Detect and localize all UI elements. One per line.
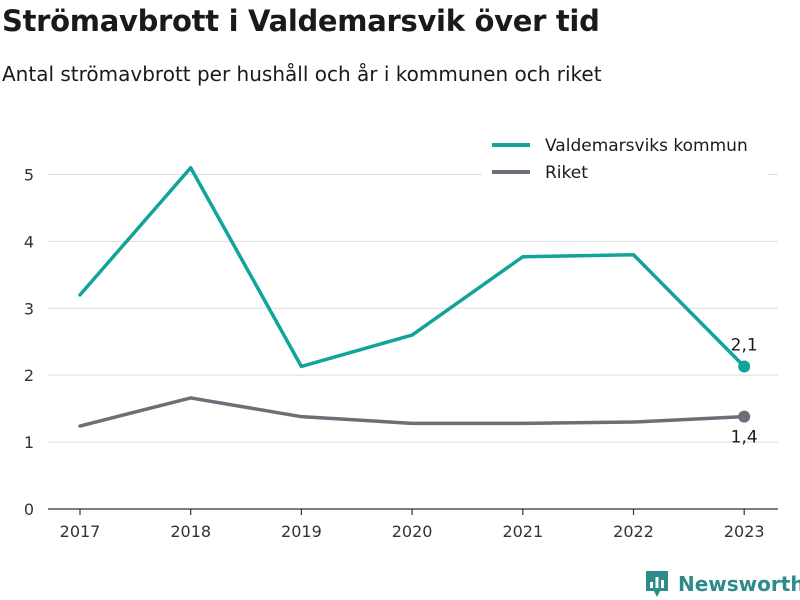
- legend-background: [482, 128, 768, 184]
- x-tick-label: 2018: [170, 522, 211, 541]
- chart-title: Strömavbrott i Valdemarsvik över tid: [2, 4, 600, 38]
- bar-chart-icon: [646, 571, 668, 597]
- x-tick-label: 2017: [60, 522, 101, 541]
- legend-label: Valdemarsviks kommun: [545, 136, 748, 156]
- y-tick-label: 2: [24, 366, 34, 385]
- y-tick-label: 1: [24, 433, 34, 452]
- x-tick-label: 2023: [724, 522, 765, 541]
- brand-logo: Newsworthy: [644, 568, 800, 600]
- end-point: [738, 410, 751, 423]
- series-lines: [78, 166, 751, 428]
- axes: 0 1 2 3 4 5 2017 2018 2019 2020 2021 2022 2023: [24, 165, 778, 541]
- legend: Valdemarsviks kommun Riket: [482, 128, 768, 184]
- series-line-riket: [78, 396, 746, 428]
- series-line-kommun: [78, 166, 746, 369]
- x-tick-label: 2020: [392, 522, 433, 541]
- brand-name: Newsworthy: [678, 572, 800, 596]
- end-value-label-kommun: 2,1: [731, 335, 758, 355]
- x-tick-label: 2022: [613, 522, 654, 541]
- y-tick-label: 5: [24, 165, 34, 184]
- x-tick-label: 2021: [502, 522, 543, 541]
- x-tick-label: 2019: [281, 522, 322, 541]
- data-labels: 2,1 1,4: [731, 335, 758, 447]
- legend-label: Riket: [545, 163, 588, 183]
- grid-lines: [48, 173, 778, 443]
- y-tick-label: 4: [24, 232, 34, 251]
- y-tick-label: 0: [24, 500, 34, 519]
- end-point: [738, 360, 751, 373]
- y-tick-label: 3: [24, 299, 34, 318]
- end-value-label-riket: 1,4: [731, 428, 758, 448]
- chart-subtitle: Antal strömavbrott per hushåll och år i …: [2, 62, 602, 86]
